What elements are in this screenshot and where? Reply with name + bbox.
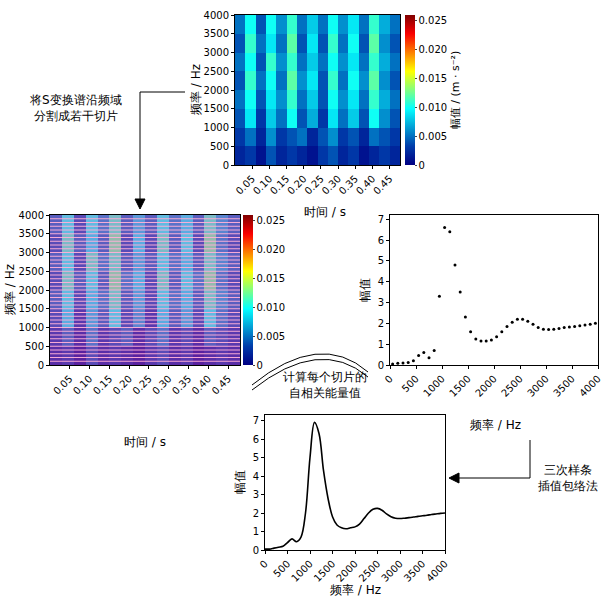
svg-text:3000: 3000 [19, 247, 44, 258]
svg-text:频率 / Hz: 频率 / Hz [189, 64, 203, 115]
svg-text:1: 1 [378, 339, 384, 350]
svg-text:0.020: 0.020 [257, 244, 286, 255]
svg-text:500: 500 [271, 558, 292, 579]
svg-text:500: 500 [25, 341, 44, 352]
svg-text:0.35: 0.35 [170, 373, 194, 397]
svg-text:0: 0 [223, 160, 229, 171]
svg-text:幅值 / (m · s⁻²): 幅值 / (m · s⁻²) [449, 51, 462, 129]
svg-text:0.15: 0.15 [268, 173, 292, 197]
svg-text:0.45: 0.45 [210, 373, 234, 397]
svg-text:4: 4 [378, 276, 384, 287]
svg-text:2000: 2000 [204, 85, 229, 96]
svg-text:时间 / s: 时间 / s [124, 435, 166, 449]
svg-text:0.025: 0.025 [257, 215, 286, 226]
svg-text:0.20: 0.20 [285, 173, 309, 197]
svg-text:0.025: 0.025 [419, 15, 448, 26]
svg-text:2500: 2500 [204, 66, 229, 77]
svg-text:0: 0 [378, 360, 384, 371]
svg-text:0.15: 0.15 [91, 373, 115, 397]
svg-text:3: 3 [378, 297, 384, 308]
svg-text:1500: 1500 [447, 373, 473, 399]
svg-text:3500: 3500 [551, 373, 577, 399]
svg-text:3000: 3000 [379, 558, 405, 584]
svg-text:0.005: 0.005 [257, 331, 286, 342]
svg-text:0.45: 0.45 [371, 173, 395, 197]
svg-text:0: 0 [253, 545, 259, 556]
svg-text:500: 500 [400, 373, 421, 394]
svg-text:2500: 2500 [357, 558, 383, 584]
svg-text:4000: 4000 [204, 10, 229, 21]
svg-text:4000: 4000 [424, 558, 450, 584]
svg-text:0.015: 0.015 [419, 73, 448, 84]
svg-text:时间 / s: 时间 / s [304, 205, 346, 219]
svg-text:0: 0 [38, 360, 44, 371]
svg-text:0.30: 0.30 [320, 173, 344, 197]
svg-text:1000: 1000 [289, 558, 315, 584]
svg-text:将S变换谱沿频域分割成若干切片: 将S变换谱沿频域分割成若干切片 [29, 93, 122, 123]
svg-text:1: 1 [253, 526, 259, 537]
svg-text:2: 2 [378, 318, 384, 329]
svg-text:幅值: 幅值 [358, 278, 372, 302]
svg-text:0.10: 0.10 [71, 373, 95, 397]
svg-text:3000: 3000 [525, 373, 551, 399]
svg-text:1500: 1500 [312, 558, 338, 584]
svg-text:1000: 1000 [421, 373, 447, 399]
svg-text:0.10: 0.10 [251, 173, 275, 197]
svg-text:2000: 2000 [473, 373, 499, 399]
svg-text:0.40: 0.40 [354, 173, 378, 197]
svg-text:0.35: 0.35 [337, 173, 361, 197]
svg-text:2500: 2500 [19, 266, 44, 277]
svg-text:4000: 4000 [577, 373, 603, 399]
svg-text:0.25: 0.25 [130, 373, 154, 397]
svg-text:0: 0 [383, 373, 395, 385]
svg-text:1000: 1000 [204, 122, 229, 133]
svg-text:5: 5 [378, 255, 384, 266]
svg-text:0.40: 0.40 [190, 373, 214, 397]
svg-text:0.30: 0.30 [150, 373, 174, 397]
svg-text:计算每个切片的自相关能量值: 计算每个切片的自相关能量值 [283, 370, 367, 400]
svg-text:2000: 2000 [334, 558, 360, 584]
svg-text:6: 6 [253, 434, 259, 445]
svg-text:0: 0 [419, 160, 425, 171]
svg-text:2: 2 [253, 508, 259, 519]
svg-text:500: 500 [210, 141, 229, 152]
svg-text:3500: 3500 [402, 558, 428, 584]
svg-text:三次样条插值包络法: 三次样条插值包络法 [538, 463, 598, 493]
svg-text:0.010: 0.010 [419, 102, 448, 113]
svg-text:0.25: 0.25 [302, 173, 326, 197]
svg-text:0.20: 0.20 [111, 373, 135, 397]
svg-text:1500: 1500 [204, 103, 229, 114]
svg-text:2000: 2000 [19, 285, 44, 296]
svg-text:频率 / Hz: 频率 / Hz [330, 583, 381, 597]
svg-text:幅值: 幅值 [233, 470, 247, 494]
svg-text:0.015: 0.015 [257, 273, 286, 284]
svg-text:2500: 2500 [499, 373, 525, 399]
svg-text:0: 0 [258, 558, 270, 570]
svg-text:6: 6 [378, 235, 384, 246]
svg-text:0.010: 0.010 [257, 302, 286, 313]
svg-text:5: 5 [253, 452, 259, 463]
svg-text:1500: 1500 [19, 303, 44, 314]
svg-text:3500: 3500 [19, 228, 44, 239]
svg-text:3: 3 [253, 489, 259, 500]
svg-text:频率 / Hz: 频率 / Hz [3, 264, 17, 315]
svg-text:3000: 3000 [204, 47, 229, 58]
svg-text:0.05: 0.05 [234, 173, 258, 197]
svg-text:0.05: 0.05 [51, 373, 75, 397]
svg-text:0.005: 0.005 [419, 131, 448, 142]
svg-text:1000: 1000 [19, 322, 44, 333]
svg-text:3500: 3500 [204, 28, 229, 39]
svg-text:0.020: 0.020 [419, 44, 448, 55]
svg-text:4: 4 [253, 471, 259, 482]
svg-text:0: 0 [257, 360, 263, 371]
svg-text:7: 7 [253, 415, 259, 426]
svg-text:7: 7 [378, 214, 384, 225]
svg-text:4000: 4000 [19, 210, 44, 221]
svg-text:频率 / Hz: 频率 / Hz [470, 418, 521, 432]
